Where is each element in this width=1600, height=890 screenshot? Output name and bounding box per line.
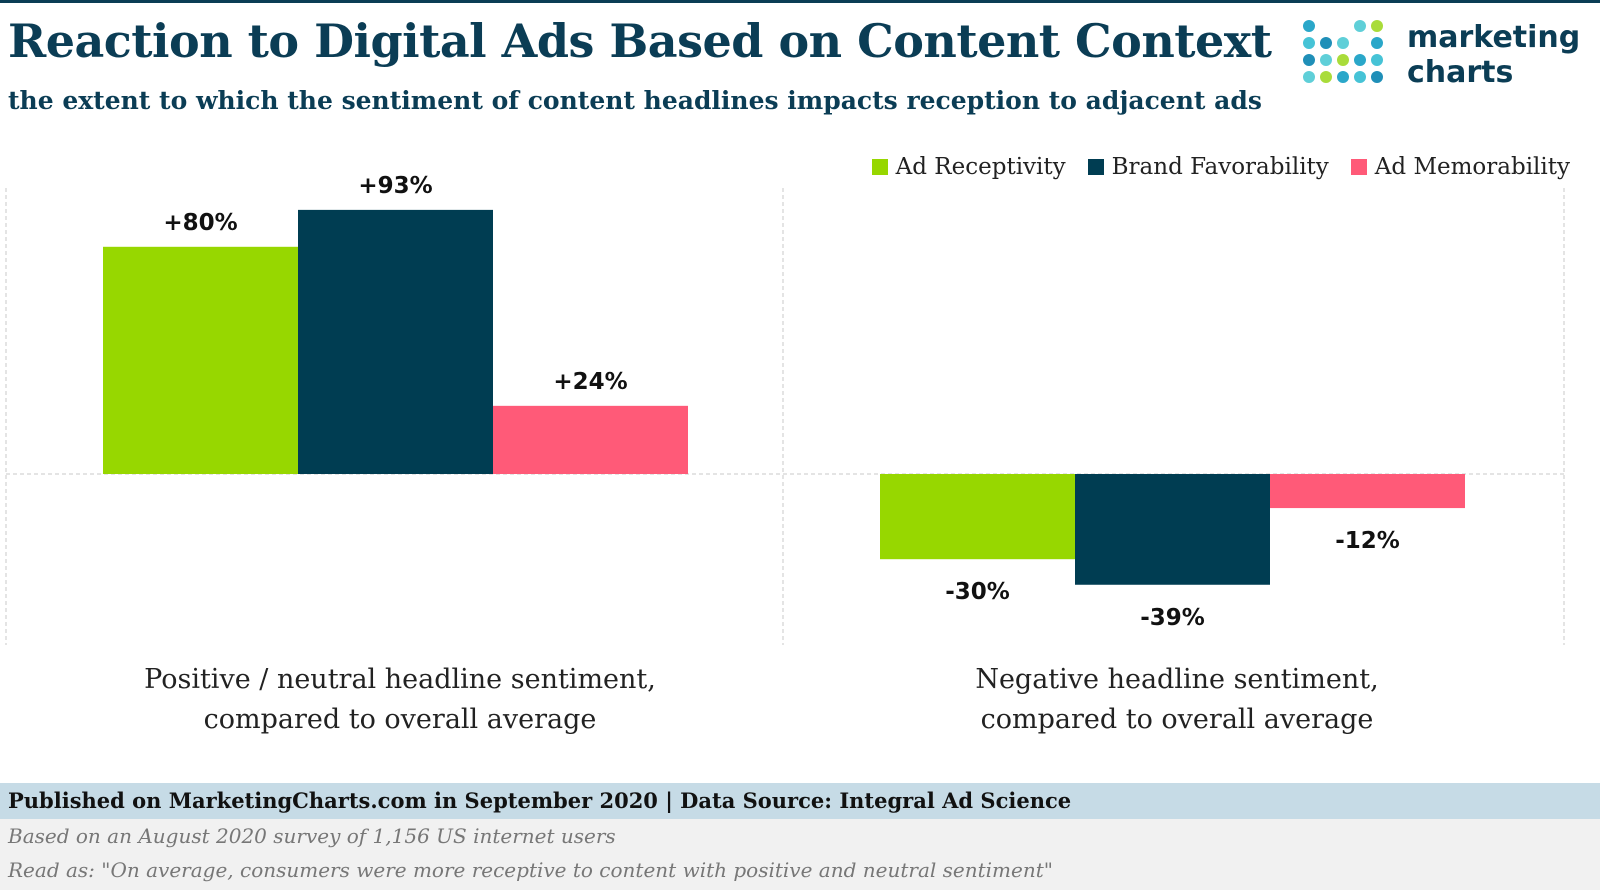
logo-line-1: marketing: [1407, 20, 1581, 55]
legend-item-ad-receptivity: Ad Receptivity: [871, 154, 1066, 180]
data-label: -12%: [1335, 528, 1400, 554]
category-label-positive: Positive / neutral headline sentiment, c…: [100, 660, 700, 740]
logo-dot: [1371, 54, 1383, 66]
dots-logo-icon: [1303, 20, 1383, 83]
category-label-negative: Negative headline sentiment, compared to…: [877, 660, 1477, 740]
bar: [103, 246, 298, 474]
marketing-charts-logo: marketing charts: [1303, 20, 1593, 100]
top-rule: [0, 0, 1600, 3]
chart-subtitle: the extent to which the sentiment of con…: [8, 86, 1262, 115]
logo-dot: [1371, 20, 1383, 32]
legend-swatch: [871, 159, 888, 175]
legend-item-brand-favorability: Brand Favorability: [1087, 154, 1329, 180]
legend-swatch: [1350, 159, 1367, 175]
logo-dot: [1303, 71, 1315, 83]
data-label: +80%: [163, 210, 237, 236]
legend-swatch: [1087, 159, 1104, 175]
footer-notes: Based on an August 2020 survey of 1,156 …: [0, 819, 1600, 890]
category-label-line: compared to overall average: [980, 704, 1374, 735]
bar: [1075, 474, 1270, 585]
logo-dot: [1371, 71, 1383, 83]
logo-dot: [1354, 20, 1366, 32]
logo-line-2: charts: [1407, 55, 1514, 90]
legend-label: Ad Memorability: [1374, 154, 1570, 180]
bar-chart: +80% +93% +24% -30% -39% -12%: [5, 173, 1565, 645]
footer-published: Published on MarketingCharts.com in Sept…: [8, 788, 1072, 813]
logo-dot: [1337, 54, 1349, 66]
bar: [298, 209, 493, 474]
legend-item-ad-memorability: Ad Memorability: [1350, 154, 1570, 180]
footer-bar: Published on MarketingCharts.com in Sept…: [0, 783, 1600, 819]
logo-dot: [1320, 37, 1332, 49]
footer-note-read-as: Read as: "On average, consumers were mor…: [8, 858, 1053, 882]
chart-title: Reaction to Digital Ads Based on Content…: [8, 14, 1272, 68]
logo-dot: [1303, 20, 1315, 32]
bar: [493, 405, 688, 474]
legend: Ad Receptivity Brand Favorability Ad Mem…: [871, 154, 1570, 180]
logo-dot: [1371, 37, 1383, 49]
footer-note-survey: Based on an August 2020 survey of 1,156 …: [8, 824, 616, 848]
category-label-line: Negative headline sentiment,: [975, 664, 1379, 695]
logo-text: marketing charts: [1407, 20, 1580, 90]
data-label: -30%: [945, 579, 1010, 605]
data-label: -39%: [1140, 605, 1205, 631]
category-label-line: compared to overall average: [203, 704, 597, 735]
bar: [880, 474, 1075, 560]
category-label-line: Positive / neutral headline sentiment,: [144, 664, 656, 695]
logo-dot: [1303, 37, 1315, 49]
logo-dot: [1320, 71, 1332, 83]
logo-dot: [1337, 71, 1349, 83]
logo-dot: [1320, 54, 1332, 66]
logo-dot: [1354, 71, 1366, 83]
logo-dot: [1354, 54, 1366, 66]
logo-dot: [1303, 54, 1315, 66]
bar: [1270, 474, 1465, 509]
data-label: +93%: [358, 173, 432, 199]
legend-label: Ad Receptivity: [895, 154, 1066, 180]
logo-dot: [1337, 37, 1349, 49]
data-label: +24%: [553, 369, 627, 395]
legend-label: Brand Favorability: [1111, 154, 1329, 180]
